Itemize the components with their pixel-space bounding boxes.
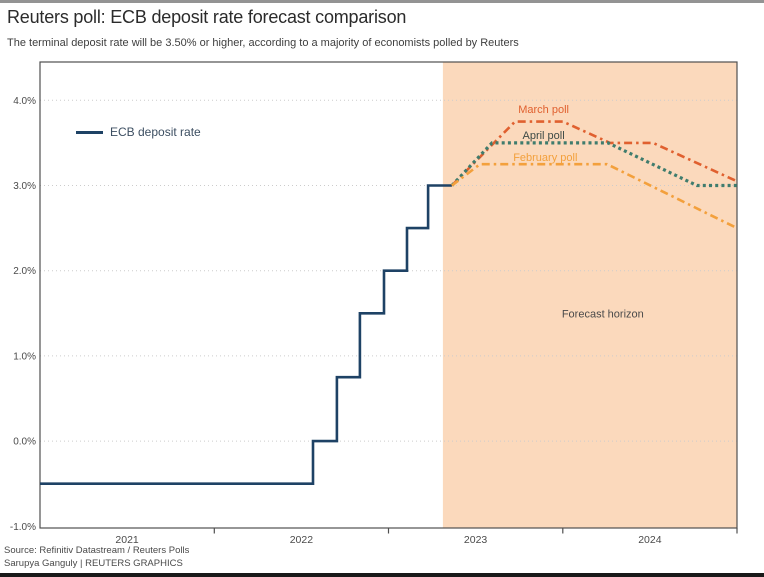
legend-line-swatch (76, 130, 103, 134)
page-title: Reuters poll: ECB deposit rate forecast … (7, 7, 407, 27)
series-ecb-deposit-rate (40, 184, 452, 486)
x-axis-label: 2022 (290, 534, 314, 546)
y-axis-label: 3.0% (13, 181, 36, 192)
bottom-rule (0, 573, 764, 577)
series-february-poll (451, 162, 738, 230)
page-subtitle: The terminal deposit rate will be 3.50% … (7, 37, 519, 49)
y-axis-label: -1.0% (10, 522, 36, 533)
x-axis-label: 2024 (638, 534, 662, 546)
credit-line: Sarupya Ganguly | REUTERS GRAPHICS (4, 558, 183, 569)
legend: ECB deposit rate (76, 125, 201, 139)
source-line: Source: Refinitiv Datastream / Reuters P… (4, 545, 190, 556)
y-axis-label: 0.0% (13, 437, 36, 448)
march-poll-label: March poll (518, 104, 569, 116)
forecast-horizon-label: Forecast horizon (562, 309, 644, 321)
x-axis-label: 2021 (115, 534, 139, 546)
series-march-poll (450, 120, 738, 187)
y-axis-label: 4.0% (13, 96, 36, 107)
april-poll-label: April poll (523, 130, 565, 142)
x-axis-label: 2023 (464, 534, 488, 546)
forecast-region (442, 62, 737, 528)
y-axis-label: 2.0% (13, 266, 36, 277)
y-axis-label: 1.0% (13, 351, 36, 362)
legend-label: ECB deposit rate (110, 125, 201, 139)
february-poll-label: February poll (513, 152, 577, 164)
window-top-edge (0, 0, 764, 3)
series-april-poll (450, 141, 737, 188)
